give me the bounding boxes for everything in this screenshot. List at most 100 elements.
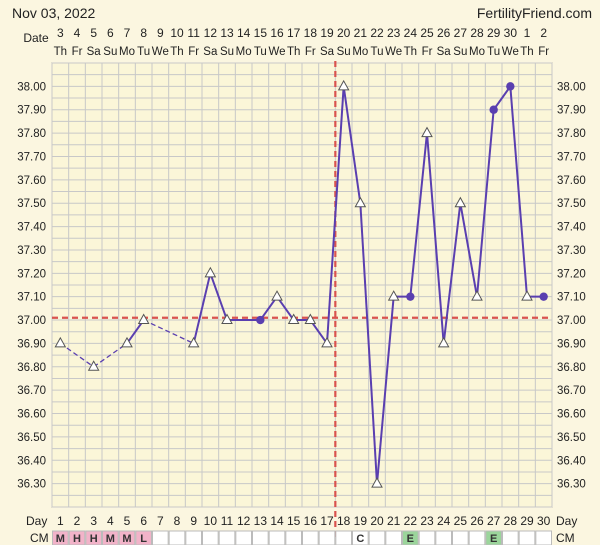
weekday-label: Tu <box>254 46 267 58</box>
cm-cell <box>152 530 169 545</box>
day-label: 26 <box>470 514 484 528</box>
day-label: 28 <box>504 514 518 528</box>
date-label: 11 <box>187 26 200 40</box>
temp-point <box>521 290 533 301</box>
date-label: 26 <box>437 26 451 40</box>
cm-label: M <box>56 533 65 545</box>
cm-cell <box>518 530 536 545</box>
weekday-label: Fr <box>538 46 549 58</box>
date-label: 29 <box>487 26 501 40</box>
date-label: 9 <box>157 26 164 40</box>
y-tick-label-left: 36.90 <box>17 338 46 350</box>
day-label: 13 <box>254 514 268 528</box>
day-label: 30 <box>537 514 551 528</box>
weekday-label: Th <box>287 46 300 58</box>
date-label: 10 <box>170 26 184 40</box>
temp-line-segment <box>192 273 212 344</box>
cm-cell <box>485 530 503 545</box>
y-tick-label-right: 36.90 <box>557 338 586 350</box>
day-label: 7 <box>157 514 164 528</box>
y-tick-label-right: 37.90 <box>557 105 586 117</box>
y-tick-label-left: 36.40 <box>17 455 46 467</box>
day-label: 22 <box>404 514 418 528</box>
cm-label: L <box>140 533 147 545</box>
y-tick-label-left: 37.90 <box>17 105 46 117</box>
weekday-label: Tu <box>137 46 150 58</box>
day-label: 9 <box>190 514 197 528</box>
day-label: 20 <box>370 514 384 528</box>
temp-point <box>454 196 467 208</box>
date-label: 14 <box>237 26 251 40</box>
cm-cell <box>418 530 436 545</box>
y-tick-label-left: 36.60 <box>17 409 46 421</box>
weekday-label: Mo <box>236 46 252 58</box>
cm-cell <box>318 530 336 545</box>
y-tick-label-right: 37.80 <box>557 128 586 140</box>
weekday-label: Th <box>520 46 533 58</box>
y-tick-label-left: 36.80 <box>17 362 46 374</box>
date-label: 22 <box>370 26 384 40</box>
weekday-label: Su <box>453 46 467 58</box>
date-label: 15 <box>254 26 268 40</box>
temp-point <box>54 336 67 348</box>
date-label: 19 <box>320 26 334 40</box>
temp-line-segment <box>409 133 428 297</box>
day-label: 29 <box>520 514 534 528</box>
y-tick-label-left: 37.30 <box>17 245 46 257</box>
chart-date: Nov 03, 2022 <box>12 5 96 21</box>
cm-cell <box>335 530 353 545</box>
cm-row-label: CM <box>30 531 49 545</box>
day-label: 8 <box>174 514 181 528</box>
y-tick-label-right: 37.00 <box>557 315 586 327</box>
date-label: 8 <box>140 26 147 40</box>
y-tick-label-left: 37.60 <box>17 175 46 187</box>
date-label: 16 <box>270 26 284 40</box>
weekday-label: Sa <box>87 46 102 58</box>
cm-label: E <box>490 533 497 545</box>
y-tick-label-right: 37.60 <box>557 175 586 187</box>
temp-point <box>471 290 483 301</box>
weekday-label: We <box>385 46 402 58</box>
temp-point <box>506 82 515 91</box>
temp-line-segment <box>209 272 228 321</box>
temp-point <box>406 292 415 301</box>
weekday-label: Tu <box>487 46 500 58</box>
date-label: 12 <box>204 26 218 40</box>
date-label: 17 <box>287 26 301 40</box>
temp-line-segment <box>342 86 362 204</box>
temp-point <box>387 290 400 301</box>
temp-point <box>204 266 217 278</box>
y-tick-label-left: 36.70 <box>17 385 46 397</box>
day-label: 11 <box>221 514 234 528</box>
day-label: 1 <box>57 514 64 528</box>
y-tick-label-left: 36.30 <box>17 479 46 491</box>
weekday-label: We <box>152 46 169 58</box>
cm-cell <box>385 530 403 545</box>
temp-point <box>271 290 283 301</box>
y-tick-label-right: 37.50 <box>557 198 586 210</box>
cm-cell <box>68 530 86 545</box>
date-label: 13 <box>220 26 234 40</box>
y-tick-label-right: 36.50 <box>557 432 586 444</box>
day-label: 3 <box>90 514 97 528</box>
y-tick-label-right: 37.70 <box>557 151 586 163</box>
weekday-label: Sa <box>203 46 218 58</box>
day-row-label-right: Day <box>556 514 577 528</box>
temp-point <box>321 336 333 348</box>
cm-cell <box>218 530 236 545</box>
cm-cell <box>268 530 286 545</box>
temp-point <box>87 360 100 371</box>
cm-cell <box>452 530 469 545</box>
temp-point <box>354 196 367 208</box>
weekday-label: Fr <box>72 46 83 58</box>
temp-line-segment <box>492 85 512 111</box>
day-label: 24 <box>437 514 451 528</box>
cm-cell <box>468 530 486 545</box>
cm-row-label-right: CM <box>556 531 575 545</box>
cm-cell <box>352 530 369 545</box>
weekday-label: Th <box>170 46 183 58</box>
temp-point <box>256 315 265 325</box>
temp-line-segment <box>376 296 395 484</box>
cm-label: H <box>73 533 81 545</box>
date-label: 25 <box>420 26 434 40</box>
